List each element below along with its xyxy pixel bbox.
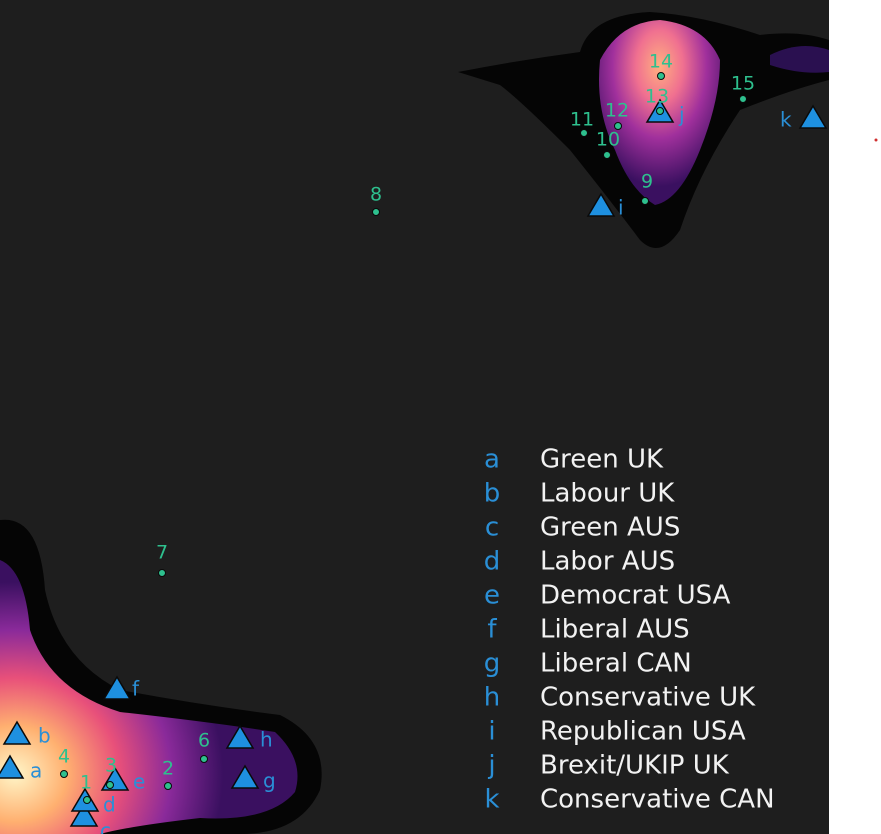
legend-key: c: [485, 513, 499, 543]
triangle-marker: [2, 720, 32, 745]
marker-letter: j: [678, 103, 685, 127]
marker-letter: k: [780, 108, 792, 132]
point-label: 3: [105, 755, 117, 777]
marker-letter: a: [30, 759, 42, 783]
triangle-marker: [586, 192, 616, 217]
density-inner: [0, 560, 298, 834]
point: [83, 796, 91, 804]
legend-key: d: [484, 547, 501, 577]
legend-key: g: [484, 649, 501, 679]
point: [657, 72, 665, 80]
point: [106, 781, 114, 789]
point-label: 1: [80, 772, 92, 794]
legend-label: Labour UK: [540, 479, 675, 509]
legend-label: Brexit/UKIP UK: [540, 751, 730, 781]
point: [372, 208, 380, 216]
point: [739, 95, 747, 103]
point: [60, 770, 68, 778]
dot: [874, 138, 878, 142]
point-label: 6: [198, 730, 210, 752]
legend-label: Conservative UK: [540, 683, 756, 713]
point-label: 15: [731, 73, 755, 95]
legend-label: Republican USA: [540, 717, 746, 747]
point-label: 11: [570, 109, 594, 131]
legend-key: b: [484, 479, 501, 509]
marker-letter: b: [38, 724, 51, 748]
point-label: 4: [58, 746, 70, 768]
legend-label: Green AUS: [540, 513, 680, 543]
legend-label: Labor AUS: [540, 547, 675, 577]
triangle-marker: [102, 675, 132, 700]
point: [641, 197, 649, 205]
legend-label: Conservative CAN: [540, 785, 775, 815]
point: [164, 782, 172, 790]
legend-key: a: [484, 445, 500, 475]
point: [603, 151, 611, 159]
marker-letter: e: [133, 770, 145, 794]
point-label: 14: [649, 51, 673, 73]
point: [656, 107, 664, 115]
marker-letter: d: [103, 793, 116, 817]
marker-letter: h: [260, 728, 273, 752]
triangle-marker: [225, 724, 255, 749]
point-label: 9: [641, 171, 653, 193]
point-label: 8: [370, 184, 382, 206]
point-label: 2: [162, 758, 174, 780]
marker-letter: c: [100, 819, 111, 834]
legend-key: k: [484, 785, 499, 815]
triangle-marker: [230, 764, 260, 789]
triangle-marker: [0, 754, 25, 779]
point-label: 13: [645, 86, 669, 108]
legend-key: f: [487, 615, 497, 645]
marker-letter: i: [618, 196, 624, 220]
point-label: 12: [605, 100, 629, 122]
point-label: 7: [156, 542, 168, 564]
triangle-marker: [798, 104, 828, 129]
density-tail: [770, 46, 829, 73]
marker-letter: f: [132, 677, 140, 701]
legend-label: Democrat USA: [540, 581, 731, 611]
point: [580, 129, 588, 137]
legend-key: j: [487, 751, 495, 781]
legend-label: Green UK: [540, 445, 664, 475]
legend: a Green UK b Labour UK c Green AUS d Labor AUS e…: [484, 445, 775, 815]
legend-key: i: [488, 717, 495, 747]
triangle-marker: [69, 802, 99, 827]
legend-label: Liberal CAN: [540, 649, 692, 679]
legend-label: Liberal AUS: [540, 615, 690, 645]
point: [158, 569, 166, 577]
legend-key: e: [484, 581, 500, 611]
point: [200, 755, 208, 763]
point: [614, 122, 622, 130]
legend-key: h: [484, 683, 500, 713]
point-label: 10: [596, 129, 620, 151]
marker-letter: g: [263, 769, 276, 793]
